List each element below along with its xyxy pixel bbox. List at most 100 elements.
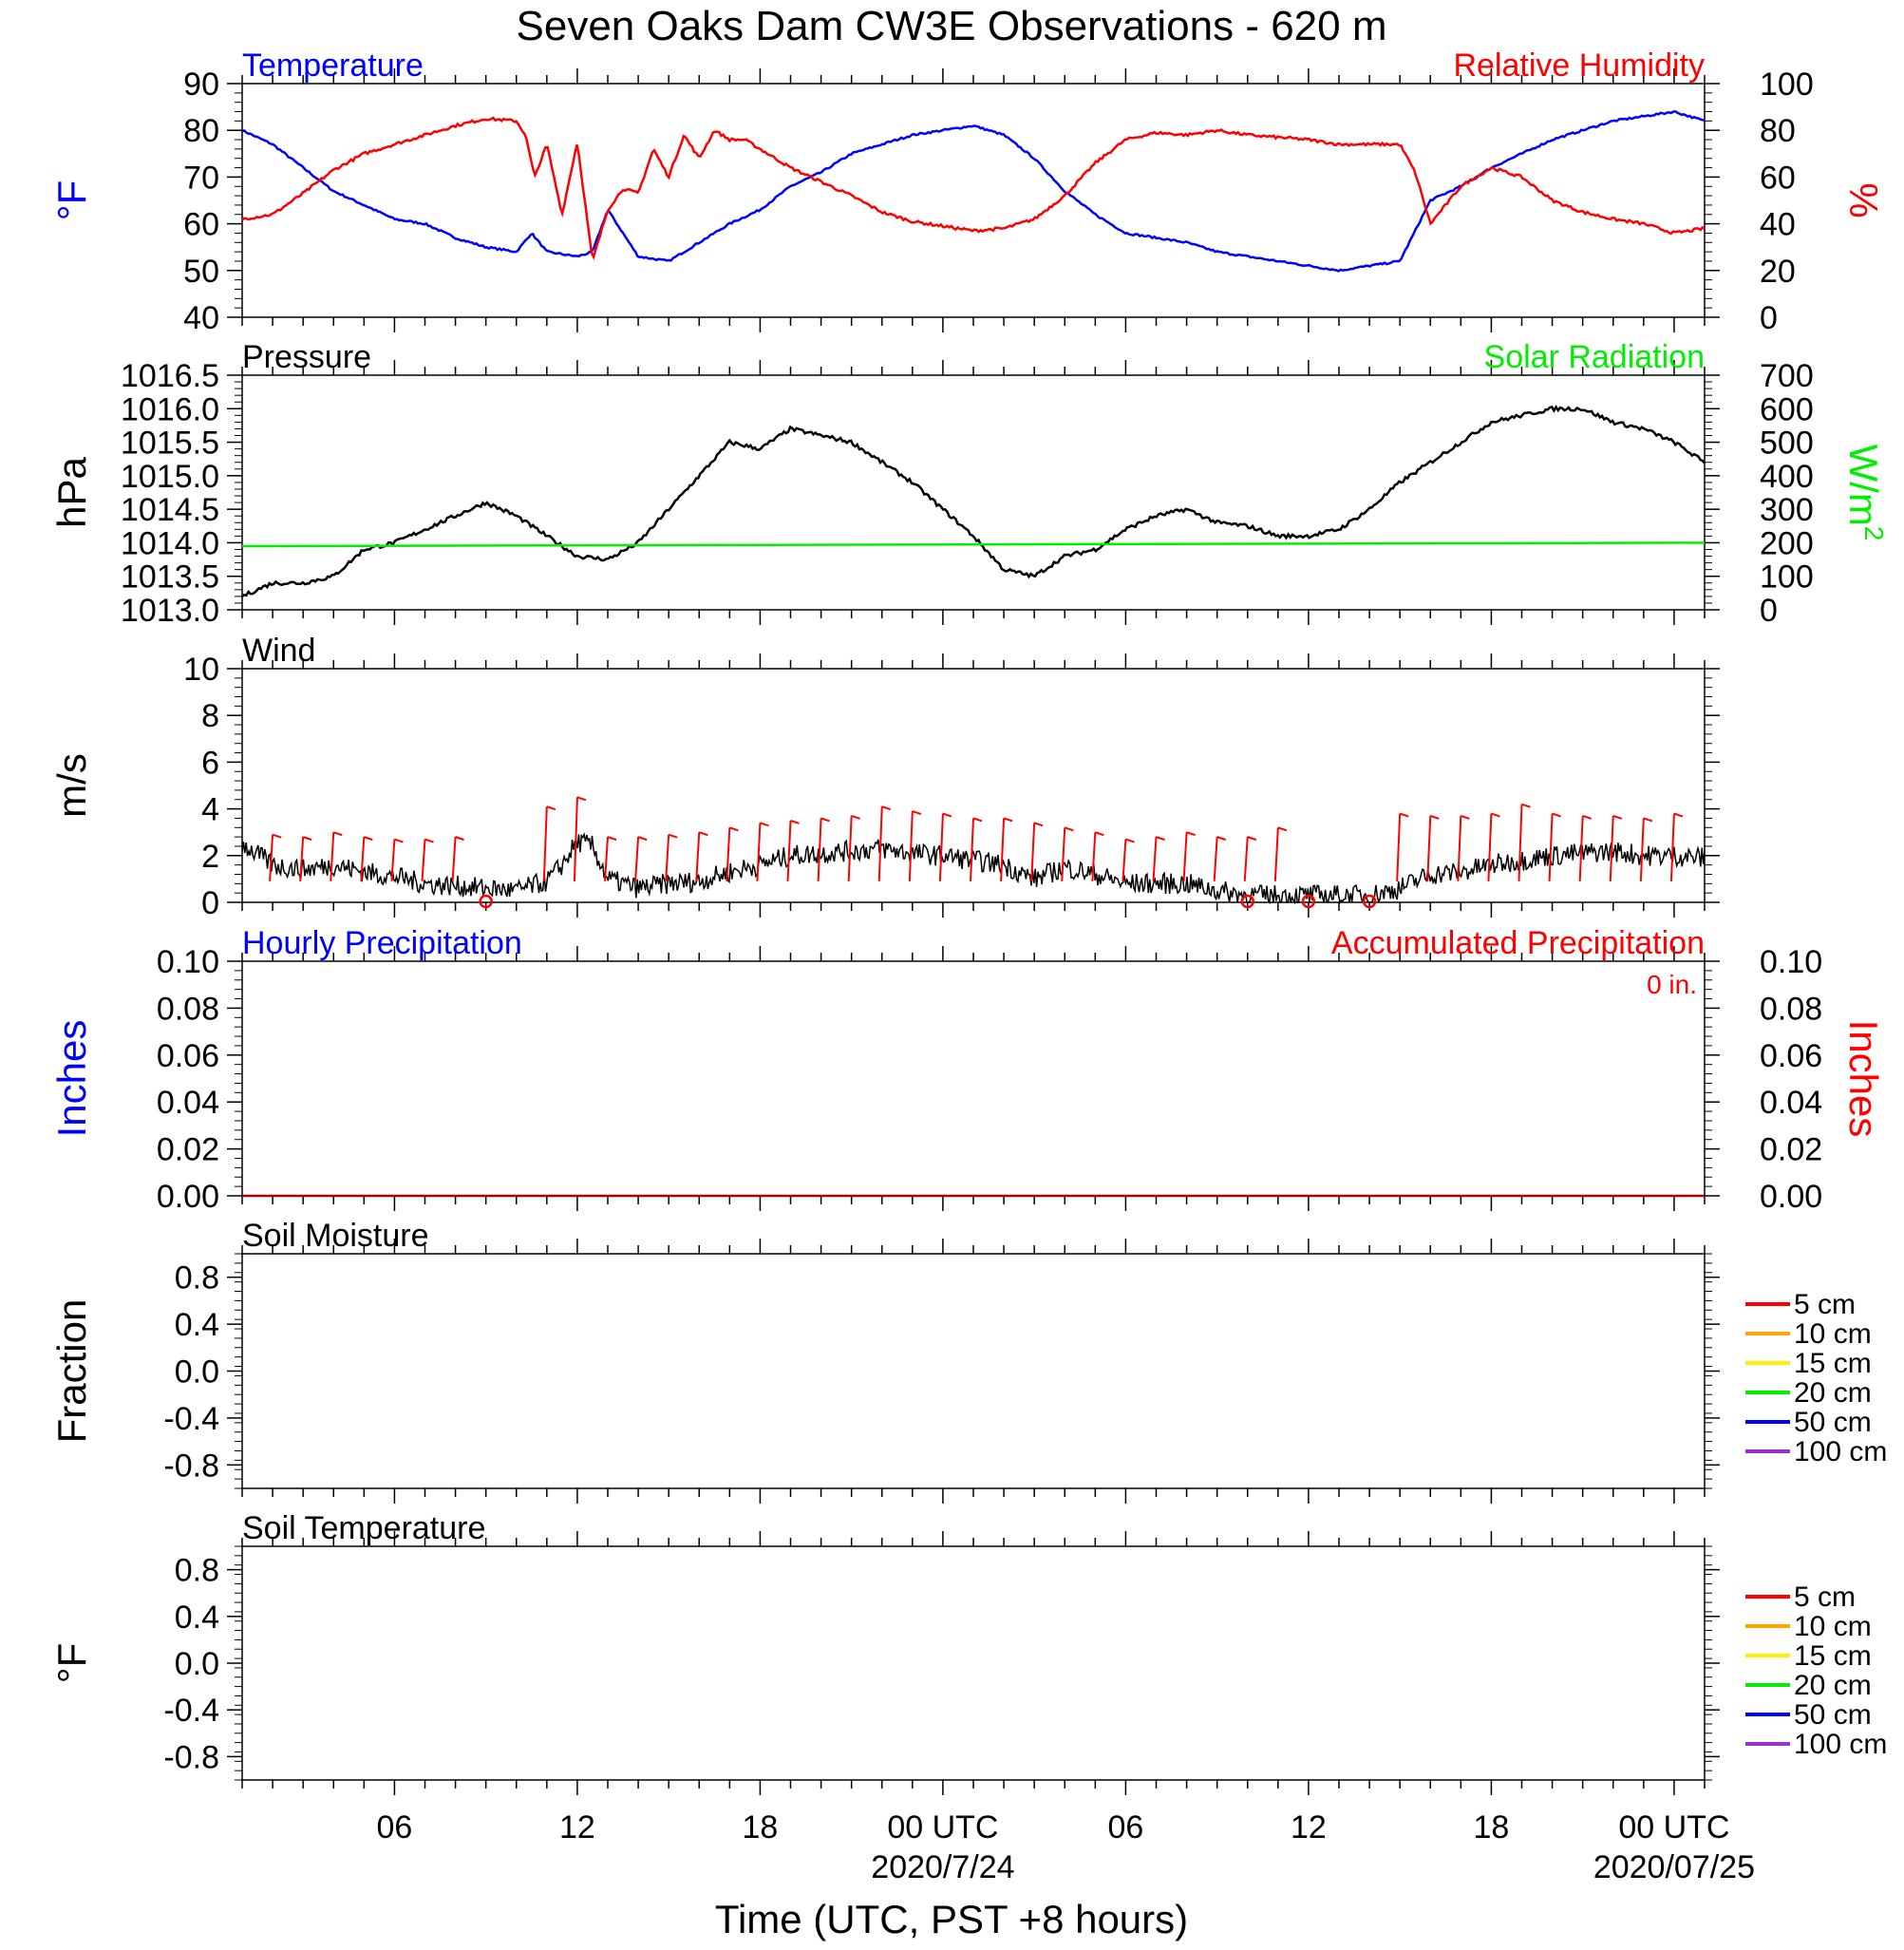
series-pressure — [241, 405, 1706, 597]
wind-barb-flag — [1186, 831, 1196, 837]
wind-barb — [360, 837, 366, 881]
legend-label: 20 cm — [1794, 1377, 1872, 1409]
wind-barb-flag — [1277, 826, 1288, 832]
wind-barb-flag — [1429, 815, 1440, 820]
y-tick-label-left: 0.08 — [157, 991, 219, 1027]
wind-barb-flag — [394, 838, 404, 843]
legend-label: 10 cm — [1794, 1318, 1872, 1350]
wind-barb-flag — [698, 831, 708, 837]
wind-barb — [451, 837, 457, 881]
wind-barb-flag — [302, 836, 312, 842]
wind-barb — [1213, 837, 1218, 881]
panel-frame — [241, 83, 1706, 318]
wind-barb-flag — [1095, 831, 1104, 837]
wind-barb-flag — [1612, 815, 1623, 820]
legend-label: 15 cm — [1794, 1348, 1872, 1379]
wind-barb — [877, 806, 883, 881]
y-tick-label-left: 1014.5 — [121, 492, 219, 528]
y-tick-label-right: 0 — [1760, 300, 1778, 336]
y-tick-label-left: 1016.5 — [121, 358, 219, 394]
wind-barb-flag — [1461, 815, 1470, 820]
x-tick-label: 00 UTC — [887, 1809, 998, 1846]
series-temperature — [241, 109, 1706, 273]
legend-entry: 15 cm — [1745, 1348, 1872, 1379]
legend-label: 100 cm — [1794, 1729, 1887, 1760]
wind-barb — [1426, 815, 1432, 881]
y-tick-label-right: 0.02 — [1760, 1132, 1822, 1168]
y-tick-label-right: 500 — [1760, 426, 1814, 462]
wind-barb — [726, 827, 731, 881]
wind-barb — [1609, 815, 1614, 881]
wind-barb-flag — [729, 826, 739, 832]
y-tick-label-left: 4 — [201, 792, 219, 828]
y-tick-label-right: 100 — [1760, 66, 1814, 103]
x-tick-label: 12 — [559, 1809, 595, 1846]
y-tick-label-left: 6 — [201, 745, 219, 781]
y-tick-label-right: 700 — [1760, 358, 1814, 394]
panel-frame — [241, 374, 1706, 611]
wind-barb — [573, 797, 578, 881]
y-tick-label-left: 0.0 — [175, 1354, 219, 1391]
wind-barb-flag — [364, 836, 373, 842]
wind-barb — [634, 837, 640, 881]
y-tick-label-right: 20 — [1760, 254, 1796, 290]
y-tick-label-left: 0.06 — [157, 1038, 219, 1074]
wind-barb-flag — [424, 838, 434, 843]
y-axis-label-right: % — [1841, 182, 1886, 218]
wind-barb — [756, 823, 762, 881]
wind-barb — [970, 818, 974, 881]
wind-barb-flag — [1399, 812, 1409, 818]
x-tick-date-label: 2020/7/24 — [871, 1849, 1014, 1885]
wind-barb-flag — [1156, 836, 1165, 842]
y-tick-label-left: -0.8 — [163, 1739, 219, 1775]
y-tick-label-left: 1015.5 — [121, 426, 219, 462]
y-tick-label-left: 70 — [183, 160, 219, 196]
y-tick-label-left: 0.0 — [175, 1646, 219, 1682]
wind-barb — [665, 834, 670, 881]
wind-barb-flag — [972, 817, 983, 823]
y-axis-label-left: Fraction — [49, 1299, 94, 1444]
y-axis-label-left: °F — [49, 180, 94, 220]
wind-barb — [542, 806, 548, 881]
wind-barb-flag — [455, 836, 464, 842]
panel-title-left: Soil Temperature — [242, 1510, 485, 1546]
y-tick-label-left: 0.4 — [175, 1600, 219, 1636]
wind-barb-flag — [272, 833, 282, 839]
legend-entry: 5 cm — [1745, 1289, 1856, 1320]
wind-barb — [1152, 837, 1158, 881]
panel-title-left: Soil Moisture — [242, 1218, 429, 1254]
wind-barb — [299, 837, 305, 881]
panel-wind: 0 2 4 6 8 10 Wind m/s — [49, 633, 1720, 921]
series-solar-radiation — [241, 541, 1706, 548]
panel-title-right: Relative Humidity — [1453, 47, 1705, 84]
legend-label: 50 cm — [1794, 1407, 1872, 1438]
x-tick-label: 12 — [1291, 1809, 1327, 1846]
y-axis-label-left: °F — [49, 1643, 94, 1683]
wind-barb-flag — [942, 812, 952, 818]
calm-wind-marker — [479, 894, 493, 909]
y-tick-label-left: -0.4 — [163, 1693, 219, 1729]
wind-barb — [604, 837, 609, 881]
wind-barb-flag — [1033, 822, 1044, 827]
y-tick-label-left: 1015.0 — [121, 459, 219, 495]
legend-label: 10 cm — [1794, 1611, 1872, 1642]
y-tick-label-left: 1014.0 — [121, 525, 219, 561]
panel-title-left: Hourly Precipitation — [242, 925, 522, 961]
x-tick-label: 18 — [1474, 1809, 1510, 1846]
wind-barb — [1091, 832, 1097, 881]
wind-barb — [1396, 813, 1402, 881]
wind-barb-flag — [637, 836, 648, 842]
legend-label: 50 cm — [1794, 1699, 1872, 1731]
wind-barb-flag — [1216, 836, 1226, 842]
wind-barb — [1273, 827, 1279, 881]
y-tick-label-right: 80 — [1760, 113, 1796, 149]
legend-entry: 10 cm — [1745, 1611, 1872, 1642]
wind-barb-flag — [1125, 838, 1135, 843]
wind-barb — [1457, 815, 1462, 881]
series-wind — [241, 831, 1706, 905]
calm-wind-marker — [1362, 894, 1377, 909]
wind-barb — [1518, 804, 1523, 881]
wind-barb-flag — [1673, 812, 1684, 818]
wind-barb-flag — [332, 831, 343, 837]
